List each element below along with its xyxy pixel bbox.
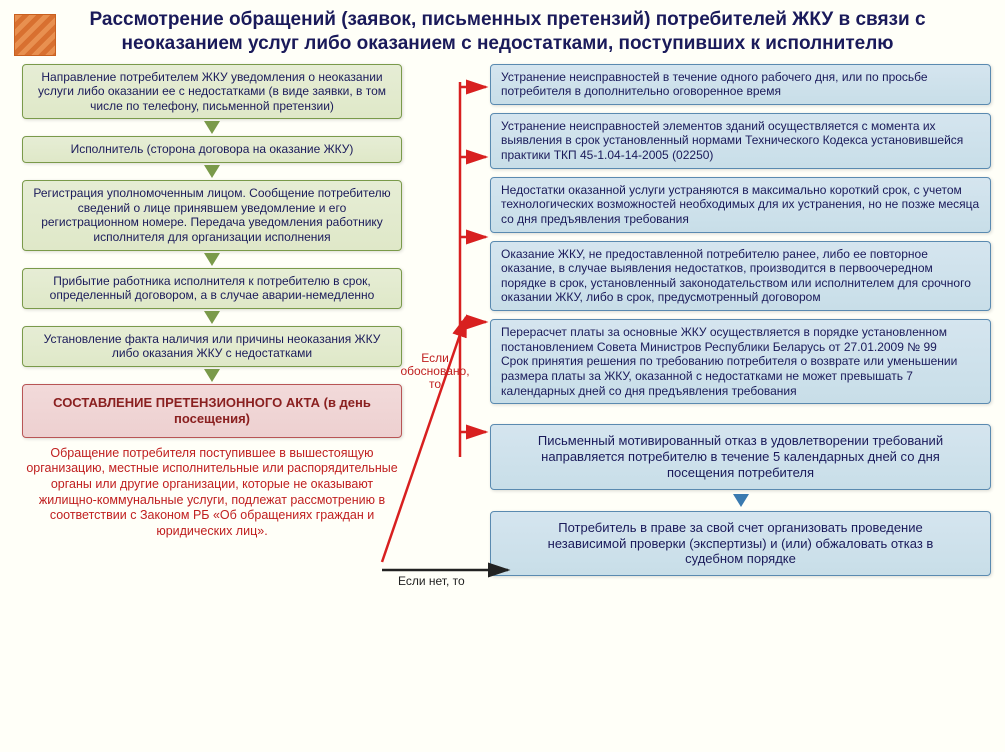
right-column: Устранение неисправностей в течение одно… xyxy=(490,64,991,579)
outcome-fix-one-day: Устранение неисправностей в течение одно… xyxy=(490,64,991,105)
step-executor: Исполнитель (сторона договора на оказани… xyxy=(22,136,402,163)
footnote-text: Обращение потребителя поступившее в выше… xyxy=(22,440,402,540)
step-establish-fact: Установление факта наличия или причины н… xyxy=(22,326,402,367)
outcome-consumer-right: Потребитель в праве за свой счет организ… xyxy=(490,511,991,577)
step-arrival: Прибытие работника исполнителя к потреби… xyxy=(22,268,402,309)
outcome-building-elements: Устранение неисправностей элементов здан… xyxy=(490,113,991,169)
flow-columns: Направление потребителем ЖКУ уведомления… xyxy=(0,62,1005,579)
arrow-icon xyxy=(204,369,220,382)
step-registration: Регистрация уполномоченным лицом. Сообще… xyxy=(22,180,402,251)
left-column: Направление потребителем ЖКУ уведомления… xyxy=(22,64,402,579)
arrow-icon xyxy=(204,253,220,266)
step-notification: Направление потребителем ЖКУ уведомления… xyxy=(22,64,402,120)
outcome-shortest-time: Недостатки оказанной услуги устраняются … xyxy=(490,177,991,233)
label-if-justified: Если обосновано, то xyxy=(394,352,476,392)
arrow-icon xyxy=(204,121,220,134)
outcome-reprovision: Оказание ЖКУ, не предоставленной потреби… xyxy=(490,241,991,312)
outcome-written-refusal: Письменный мотивированный отказ в удовле… xyxy=(490,424,991,490)
arrow-icon xyxy=(204,311,220,324)
arrow-icon xyxy=(204,165,220,178)
outcome-recalculation: Перерасчет платы за основные ЖКУ осущест… xyxy=(490,319,991,404)
logo-icon xyxy=(14,14,56,56)
page-title: Рассмотрение обращений (заявок, письменн… xyxy=(0,0,1005,62)
step-claim-act: СОСТАВЛЕНИЕ ПРЕТЕНЗИОННОГО АКТА (в день … xyxy=(22,384,402,438)
label-if-not: Если нет, то xyxy=(398,574,465,588)
arrow-icon xyxy=(733,494,749,507)
